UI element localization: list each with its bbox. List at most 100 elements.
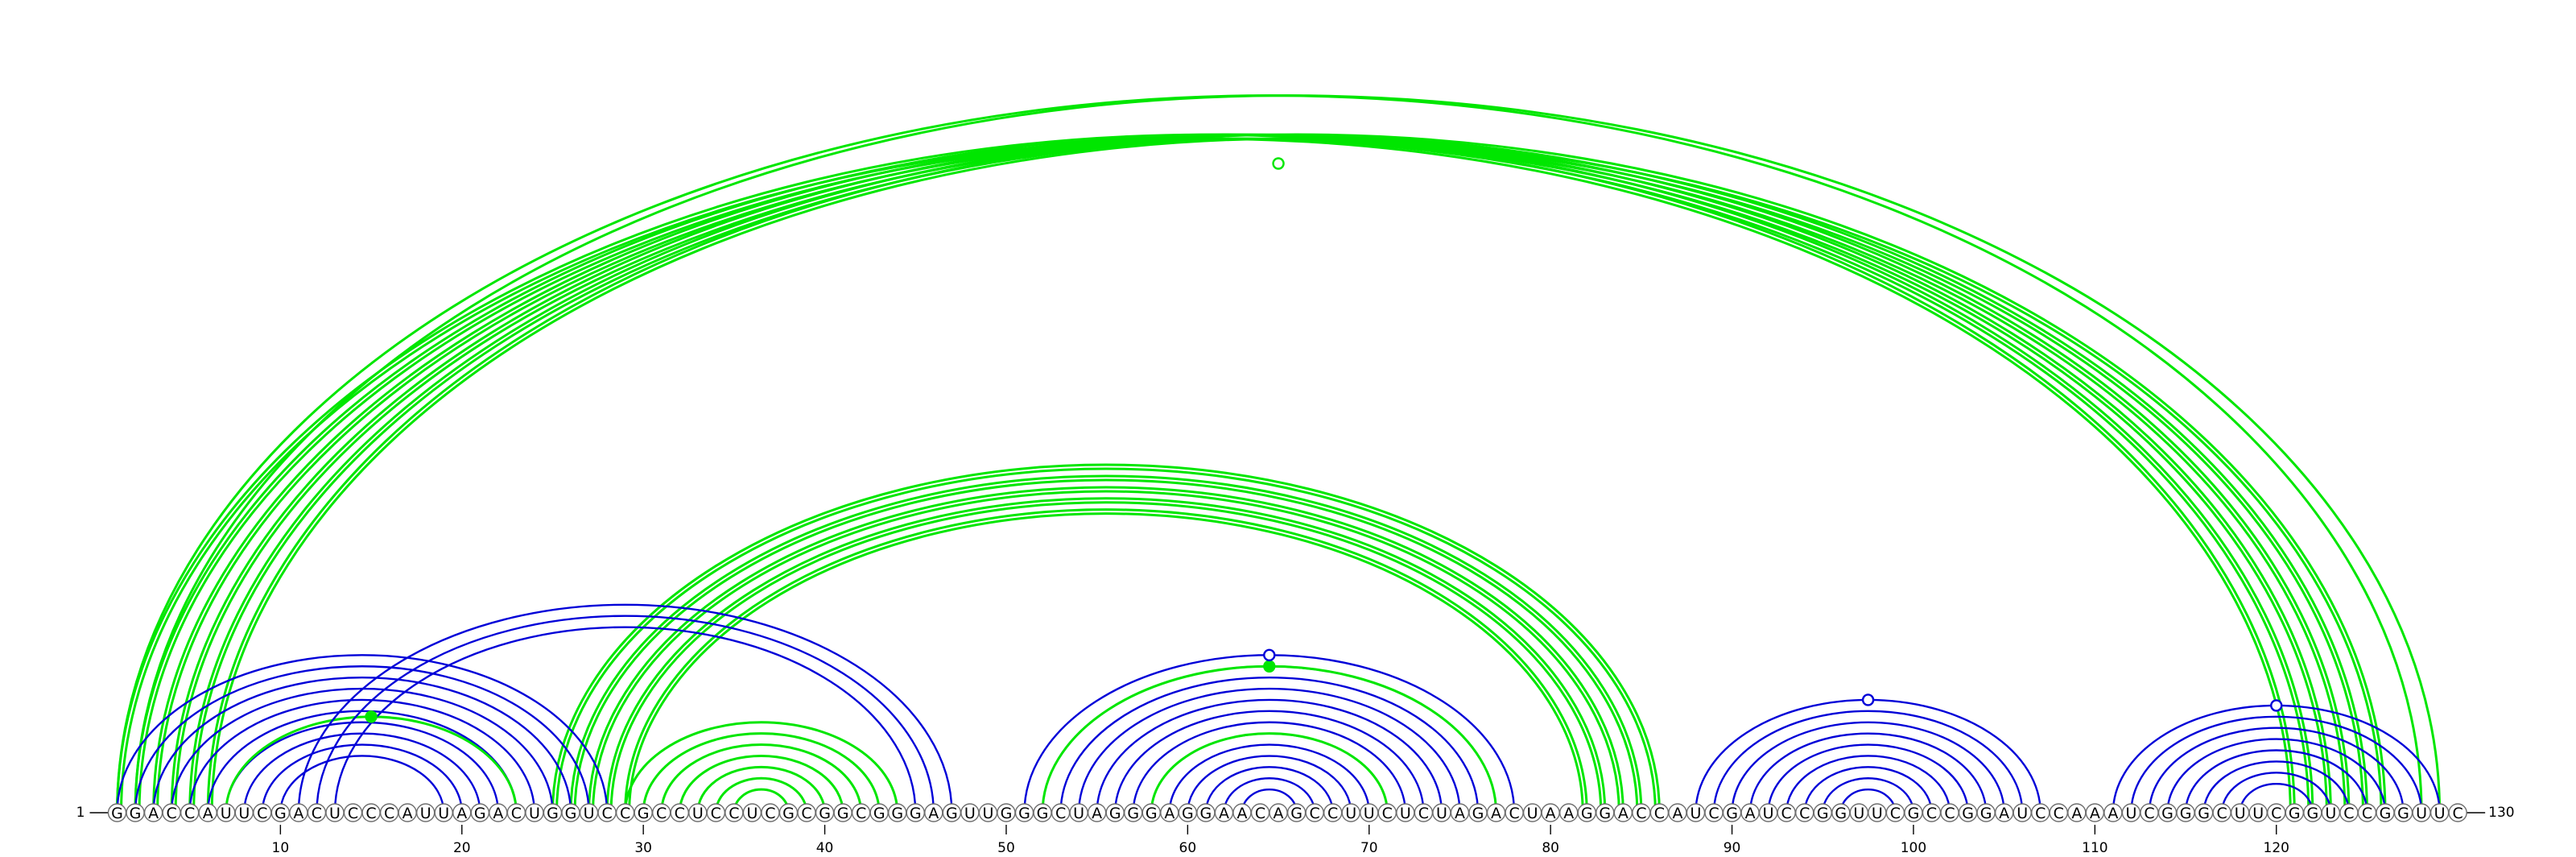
nucleotide-44: G [888,803,907,822]
nucleotide-53: C [1051,803,1071,822]
nucleotide-letter: C [729,805,739,822]
nucleotide-letter: A [1546,805,1556,822]
arc-blue-89-106 [1712,710,2024,814]
nucleotide-letter: C [365,805,376,822]
nucleotide-letter: U [2125,805,2136,822]
nucleotide-113: C [2140,803,2159,822]
nucleotide-105: A [1994,803,2014,822]
nucleotide-14: C [343,803,363,822]
nucleotide-20: A [452,803,472,822]
arc-green-6-126 [206,133,2387,814]
nucleotide-letter: C [801,805,811,822]
nucleotide-letter: C [2144,805,2154,822]
nucleotide-94: C [1795,803,1814,822]
nucleotide-letter: C [312,805,322,822]
nucleotide-84: A [1613,803,1633,822]
arc-blue-117-123 [2220,772,2332,814]
nucleotide-letter: C [1309,805,1319,822]
nucleotide-letter: A [148,805,159,822]
nucleotide-letter: U [982,805,993,822]
nucleotide-letter: C [2362,805,2372,822]
nucleotide-letter: C [856,805,866,822]
nucleotide-letter: G [1290,805,1302,822]
nucleotide-letter: A [2090,805,2100,822]
nucleotide-99: C [1885,803,1905,822]
nucleotide-43: G [869,803,889,822]
nucleotide-letter: G [1018,805,1030,822]
nucleotide-letter: C [2035,805,2046,822]
nucleotide-38: G [778,803,799,822]
nucleotide-letter: G [474,805,486,822]
nucleotide-letter: C [1654,805,1665,822]
arc-green-33-40 [696,765,827,814]
tick-label-40: 40 [816,840,834,856]
nucleotide-57: G [1124,803,1143,822]
nucleotide-letter: C [511,805,522,822]
nucleotide-6: A [198,803,217,822]
nucleotide-letter: G [1980,805,1992,822]
nucleotide-7: U [217,803,236,822]
nucleotide-16: C [379,803,399,822]
arc-marker-1 [1272,157,1285,170]
nucleotide-96: G [1831,803,1851,822]
nucleotide-letter: A [1236,805,1247,822]
nucleotide-85: C [1632,803,1651,822]
arc-blue-59-70 [1168,743,1370,814]
nucleotide-letter: G [565,805,577,822]
nucleotide-86: C [1649,803,1670,822]
nucleotide-27: U [579,803,599,822]
nucleotide-50: G [997,803,1016,822]
nucleotide-18: U [415,803,436,822]
nucleotide-36: U [742,803,762,822]
arc-green-25-86 [551,463,1661,814]
nucleotide-letter: G [2306,805,2318,822]
nucleotide-letter: G [1908,805,1920,822]
arc-blue-93-102 [1785,755,1951,814]
nucleotide-letter: C [2216,805,2227,822]
nucleotide-83: G [1596,803,1615,822]
nucleotide-23: C [506,803,526,822]
nucleotide-49: U [978,803,998,822]
nucleotide-82: G [1577,803,1596,822]
nucleotide-120: C [2267,803,2286,822]
nucleotide-95: G [1813,803,1832,822]
nucleotide-letter: G [891,805,903,822]
tick-label-100: 100 [1901,840,1926,856]
nucleotide-70: U [1360,803,1379,822]
nucleotide-65: A [1269,803,1288,822]
tick-label-60: 60 [1179,840,1197,856]
nucleotide-124: C [2339,803,2359,822]
tick-label-30: 30 [634,840,652,856]
nucleotide-letter: C [601,805,612,822]
nucleotide-115: G [2176,803,2195,822]
nucleotide-letter: C [1327,805,1338,822]
nucleotide-55: A [1087,803,1107,822]
nucleotide-letter: C [1255,805,1265,822]
nucleotide-letter: G [2180,805,2192,822]
nucleotide-130: C [2448,803,2467,822]
nucleotide-41: G [833,803,852,822]
nucleotide-letter: U [2235,805,2246,822]
tick-label-70: 70 [1360,840,1378,856]
nucleotide-letter: C [2271,805,2281,822]
nucleotide-10: G [270,803,291,822]
arc-blue-5-24 [188,698,536,814]
nucleotide-67: C [1305,803,1324,822]
nucleotide-letter: A [1092,805,1102,822]
arc-marker-5 [2270,699,2283,712]
nucleotide-letter: G [1962,805,1974,822]
nucleotide-33: U [688,803,708,822]
nucleotide-letter: U [1527,805,1538,822]
nucleotide-letter: C [348,805,358,822]
nucleotide-92: U [1758,803,1778,822]
nucleotide-126: G [2376,803,2395,822]
nucleotide-letter: G [1581,805,1593,822]
nucleotide-letter: G [1037,805,1049,822]
nucleotide-letter: A [293,805,303,822]
nucleotide-54: U [1069,803,1088,822]
end-label: 130 [2488,805,2514,821]
nucleotide-letter: G [2161,805,2174,822]
nucleotide-37: C [761,803,780,822]
nucleotide-letter: C [765,805,775,822]
nucleotide-79: U [1522,803,1542,822]
